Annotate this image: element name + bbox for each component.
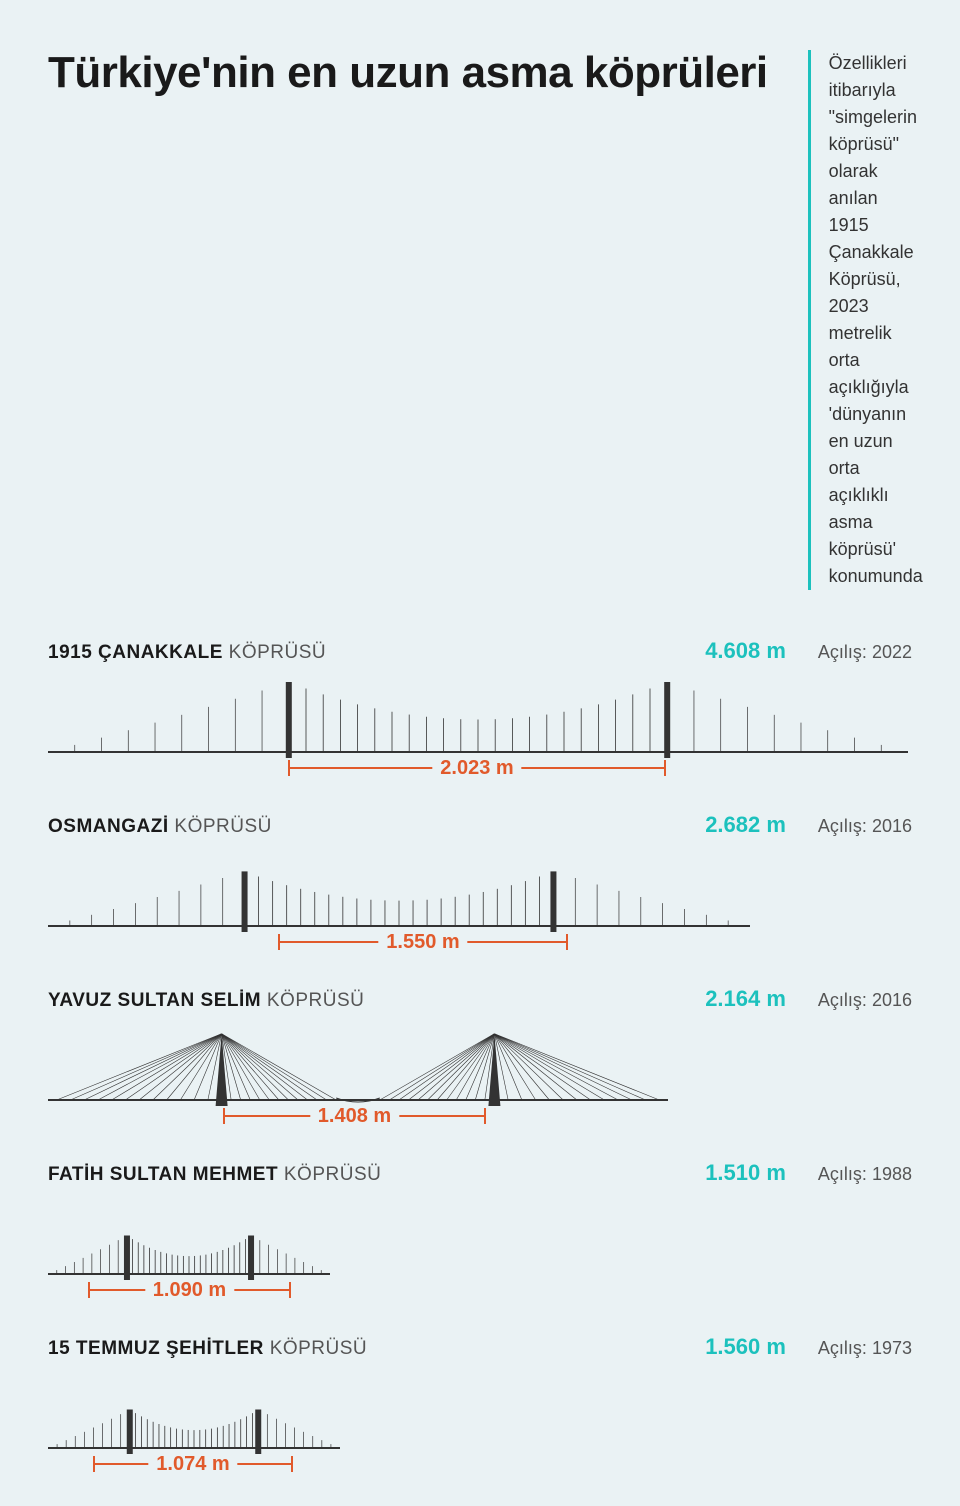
- center-span-marker: 1.090 m: [88, 1282, 291, 1298]
- bridge-list: 1915 ÇANAKKALE KÖPRÜSÜ 4.608 m Açılış: 2…: [48, 638, 912, 1476]
- infographic-page: Türkiye'nin en uzun asma köprüleri Özell…: [0, 0, 960, 1506]
- opened-year: Açılış: 2022: [818, 642, 912, 663]
- bridge-name-light: KÖPRÜSÜ: [270, 1338, 367, 1359]
- total-length: 2.164 m: [705, 986, 786, 1012]
- span-bar: 1.074 m: [93, 1456, 293, 1472]
- bridge-figure: 1.550 m: [48, 846, 912, 954]
- bridge-meta: 4.608 m Açılış: 2022: [705, 638, 912, 664]
- center-span-marker: 1.550 m: [278, 934, 568, 950]
- bridge-name-bold: OSMANGAZİ: [48, 816, 169, 837]
- bridge-item: 1915 ÇANAKKALE KÖPRÜSÜ 4.608 m Açılış: 2…: [48, 638, 912, 780]
- bridge-name: OSMANGAZİ KÖPRÜSÜ: [48, 816, 272, 838]
- span-bar: 2.023 m: [288, 760, 666, 776]
- bridge-figure: 1.408 m: [48, 1020, 912, 1128]
- bridge-item: FATİH SULTAN MEHMET KÖPRÜSÜ 1.510 m Açıl…: [48, 1160, 912, 1302]
- bridge-meta: 1.560 m Açılış: 1973: [705, 1334, 912, 1360]
- span-bar: 1.090 m: [88, 1282, 291, 1298]
- bridge-name-bold: 1915 ÇANAKKALE: [48, 642, 223, 663]
- center-span-marker: 2.023 m: [288, 760, 666, 776]
- center-span-label: 2.023 m: [432, 757, 521, 780]
- bridge-figure: 1.074 m: [48, 1368, 912, 1476]
- bridge-header: 1915 ÇANAKKALE KÖPRÜSÜ 4.608 m Açılış: 2…: [48, 638, 912, 664]
- center-span-label: 1.074 m: [148, 1453, 237, 1476]
- bridge-name-light: KÖPRÜSÜ: [284, 1164, 381, 1185]
- center-span-marker: 1.074 m: [93, 1456, 293, 1472]
- span-bar: 1.550 m: [278, 934, 568, 950]
- center-span-label: 1.408 m: [310, 1105, 399, 1128]
- center-span-label: 1.090 m: [145, 1279, 234, 1302]
- bridge-header: FATİH SULTAN MEHMET KÖPRÜSÜ 1.510 m Açıl…: [48, 1160, 912, 1186]
- opened-year: Açılış: 2016: [818, 990, 912, 1011]
- bridge-name-light: KÖPRÜSÜ: [174, 816, 271, 837]
- bridge-item: 15 TEMMUZ ŞEHİTLER KÖPRÜSÜ 1.560 m Açılı…: [48, 1334, 912, 1476]
- bridge-item: OSMANGAZİ KÖPRÜSÜ 2.682 m Açılış: 2016 1…: [48, 812, 912, 954]
- bridge-name-light: KÖPRÜSÜ: [229, 642, 326, 663]
- center-span-label: 1.550 m: [378, 931, 467, 954]
- bridge-meta: 2.682 m Açılış: 2016: [705, 812, 912, 838]
- bridge-header: YAVUZ SULTAN SELİM KÖPRÜSÜ 2.164 m Açılı…: [48, 986, 912, 1012]
- total-length: 2.682 m: [705, 812, 786, 838]
- opened-year: Açılış: 1988: [818, 1164, 912, 1185]
- subtitle: Özellikleri itibarıyla "simgelerin köprü…: [808, 50, 923, 590]
- bridge-meta: 1.510 m Açılış: 1988: [705, 1160, 912, 1186]
- bridge-name: YAVUZ SULTAN SELİM KÖPRÜSÜ: [48, 990, 364, 1012]
- total-length: 1.510 m: [705, 1160, 786, 1186]
- span-bar: 1.408 m: [223, 1108, 486, 1124]
- bridge-name-bold: 15 TEMMUZ ŞEHİTLER: [48, 1338, 264, 1359]
- opened-year: Açılış: 2016: [818, 816, 912, 837]
- bridge-name: 1915 ÇANAKKALE KÖPRÜSÜ: [48, 642, 326, 664]
- header: Türkiye'nin en uzun asma köprüleri Özell…: [48, 48, 912, 590]
- total-length: 4.608 m: [705, 638, 786, 664]
- center-span-marker: 1.408 m: [223, 1108, 486, 1124]
- bridge-name: FATİH SULTAN MEHMET KÖPRÜSÜ: [48, 1164, 381, 1186]
- bridge-item: YAVUZ SULTAN SELİM KÖPRÜSÜ 2.164 m Açılı…: [48, 986, 912, 1128]
- total-length: 1.560 m: [705, 1334, 786, 1360]
- bridge-name-bold: YAVUZ SULTAN SELİM: [48, 990, 261, 1011]
- opened-year: Açılış: 1973: [818, 1338, 912, 1359]
- page-title: Türkiye'nin en uzun asma köprüleri: [48, 48, 768, 590]
- bridge-header: 15 TEMMUZ ŞEHİTLER KÖPRÜSÜ 1.560 m Açılı…: [48, 1334, 912, 1360]
- bridge-name: 15 TEMMUZ ŞEHİTLER KÖPRÜSÜ: [48, 1338, 367, 1360]
- bridge-header: OSMANGAZİ KÖPRÜSÜ 2.682 m Açılış: 2016: [48, 812, 912, 838]
- bridge-name-light: KÖPRÜSÜ: [267, 990, 364, 1011]
- bridge-meta: 2.164 m Açılış: 2016: [705, 986, 912, 1012]
- bridge-name-bold: FATİH SULTAN MEHMET: [48, 1164, 278, 1185]
- bridge-figure: 2.023 m: [48, 672, 912, 780]
- bridge-figure: 1.090 m: [48, 1194, 912, 1302]
